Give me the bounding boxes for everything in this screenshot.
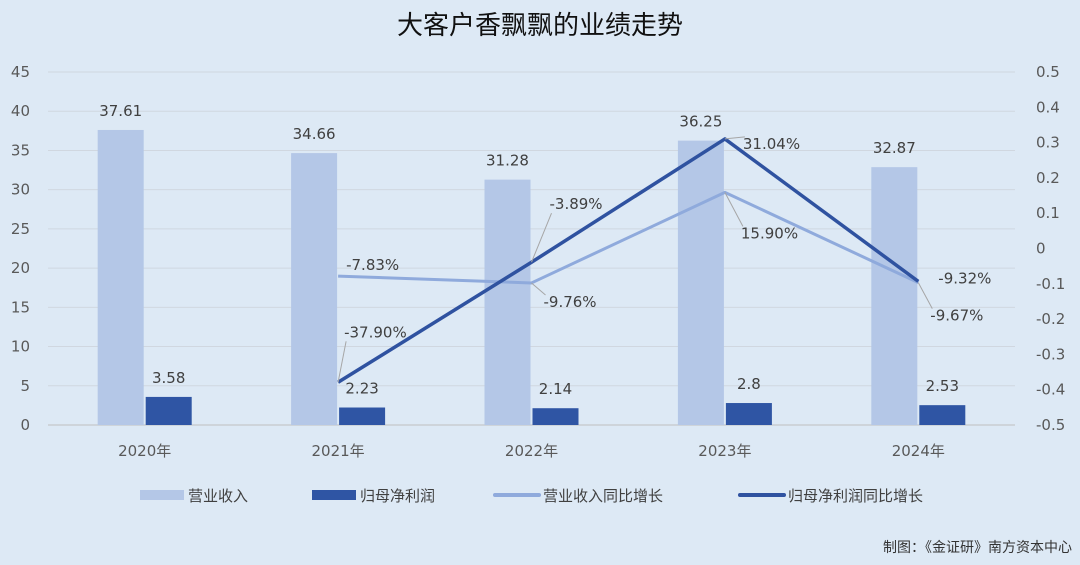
leader-line bbox=[531, 213, 552, 263]
bar-net-profit bbox=[145, 396, 192, 425]
line-net-profit-growth-label: -3.89% bbox=[550, 195, 603, 213]
left-tick-label: 5 bbox=[20, 377, 30, 395]
legend-swatch bbox=[140, 490, 184, 500]
bar-net-profit bbox=[919, 405, 966, 425]
x-tick-label: 2024年 bbox=[892, 442, 945, 460]
bar-net-profit bbox=[725, 403, 772, 425]
leader-line bbox=[724, 136, 745, 140]
legend-label: 归母净利润同比增长 bbox=[788, 487, 923, 505]
gridlines bbox=[48, 71, 1015, 426]
source-note: 制图：《金证研》南方资本中心 bbox=[883, 540, 1072, 556]
right-tick-label: -0.2 bbox=[1036, 310, 1065, 328]
legend-label: 营业收入 bbox=[188, 487, 248, 505]
bar-revenue bbox=[291, 153, 338, 425]
leader-line bbox=[724, 192, 744, 227]
line-revenue-growth-label: 15.90% bbox=[741, 224, 798, 242]
line-revenue-growth-label: -9.76% bbox=[544, 293, 597, 311]
lines bbox=[337, 137, 920, 384]
right-tick-label: -0.3 bbox=[1036, 345, 1065, 363]
bar-revenue bbox=[677, 140, 724, 425]
line-revenue-growth-label: -7.83% bbox=[346, 256, 399, 274]
left-axis: 0 5 10 15 20 25 30 35 40 45 bbox=[11, 63, 30, 434]
right-tick-label: 0.1 bbox=[1036, 204, 1060, 222]
bar-label-revenue: 31.28 bbox=[486, 152, 529, 170]
bar-label-net-profit: 3.58 bbox=[152, 369, 185, 387]
chart-title: 大客户香飘飘的业绩走势 bbox=[397, 11, 683, 41]
bar-revenue bbox=[97, 129, 144, 425]
bar-label-revenue: 37.61 bbox=[99, 102, 142, 120]
bar-net-profit bbox=[339, 407, 386, 425]
left-tick-label: 15 bbox=[11, 298, 30, 316]
left-tick-label: 45 bbox=[11, 63, 30, 81]
legend-swatch bbox=[312, 490, 356, 500]
right-tick-label: 0.5 bbox=[1036, 63, 1060, 81]
bar-revenue bbox=[484, 179, 531, 425]
left-tick-label: 35 bbox=[11, 141, 30, 159]
left-tick-label: 40 bbox=[11, 102, 30, 120]
line-revenue-growth bbox=[338, 190, 919, 285]
bar-net-profit bbox=[532, 408, 579, 425]
line-net-profit-growth bbox=[337, 137, 920, 384]
left-tick-label: 0 bbox=[20, 416, 30, 434]
left-tick-label: 20 bbox=[11, 259, 30, 277]
x-tick-label: 2022年 bbox=[505, 442, 558, 460]
x-axis: 2020年 2021年 2022年 2023年 2024年 bbox=[118, 442, 945, 460]
leader-line bbox=[337, 341, 347, 383]
bar-label-net-profit: 2.8 bbox=[737, 375, 761, 393]
right-tick-label: 0.3 bbox=[1036, 134, 1060, 152]
bars bbox=[97, 129, 966, 425]
leader-line bbox=[917, 282, 933, 309]
x-tick-label: 2021年 bbox=[312, 442, 365, 460]
legend-label: 归母净利润 bbox=[360, 487, 435, 505]
legend: 营业收入 归母净利润 营业收入同比增长 归母净利润同比增长 bbox=[140, 487, 923, 505]
left-tick-label: 25 bbox=[11, 220, 30, 238]
right-tick-label: -0.4 bbox=[1036, 381, 1065, 399]
right-tick-label: 0.4 bbox=[1036, 98, 1060, 116]
bar-revenue bbox=[871, 167, 918, 425]
left-tick-label: 30 bbox=[11, 181, 30, 199]
line-revenue-growth-label: -9.67% bbox=[930, 307, 983, 325]
line-net-profit-growth-label: -37.90% bbox=[344, 323, 407, 341]
right-tick-label: -0.1 bbox=[1036, 275, 1065, 293]
line-net-profit-growth-label: -9.32% bbox=[938, 269, 991, 287]
bar-label-net-profit: 2.53 bbox=[926, 377, 959, 395]
left-tick-label: 10 bbox=[11, 338, 30, 356]
right-tick-label: 0 bbox=[1036, 240, 1046, 258]
right-tick-label: 0.2 bbox=[1036, 169, 1060, 187]
right-tick-label: -0.5 bbox=[1036, 416, 1065, 434]
leader-line bbox=[531, 282, 546, 296]
bar-label-revenue: 34.66 bbox=[293, 125, 336, 143]
legend-label: 营业收入同比增长 bbox=[543, 487, 663, 505]
bar-label-net-profit: 2.23 bbox=[345, 380, 378, 398]
line-net-profit-growth-label: 31.04% bbox=[743, 135, 800, 153]
right-axis: -0.5 -0.4 -0.3 -0.2 -0.1 0 0.1 0.2 0.3 0.4 0.5 bbox=[1036, 63, 1065, 434]
x-tick-label: 2020年 bbox=[118, 442, 171, 460]
bar-label-net-profit: 2.14 bbox=[539, 380, 572, 398]
bar-label-revenue: 36.25 bbox=[679, 113, 722, 131]
bar-label-revenue: 32.87 bbox=[873, 139, 916, 157]
data-labels: 37.61 34.66 31.28 36.25 32.87 3.58 2.23 2.14 2.8… bbox=[99, 102, 991, 398]
x-tick-label: 2023年 bbox=[698, 442, 751, 460]
